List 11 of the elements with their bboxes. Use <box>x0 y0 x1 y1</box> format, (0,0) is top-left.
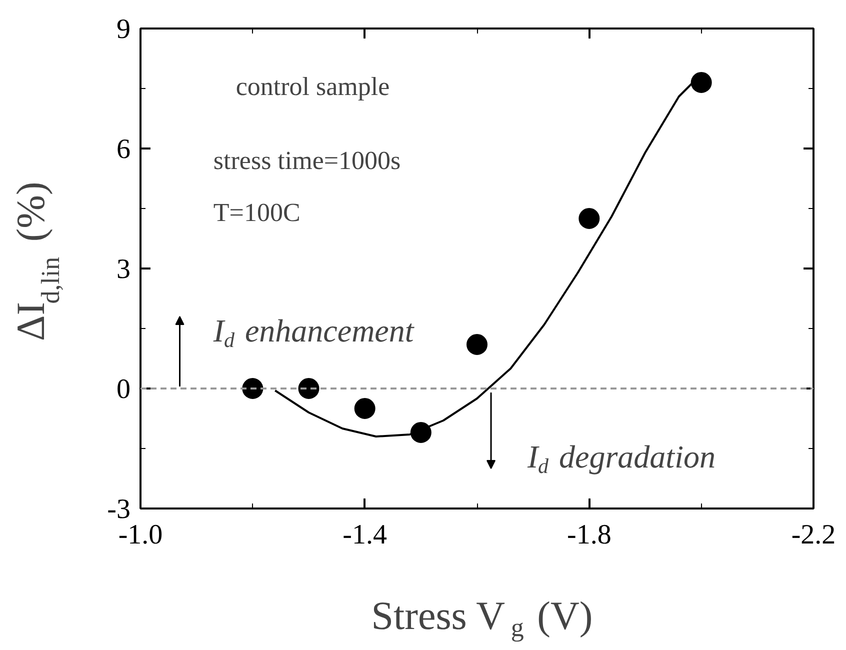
annotation: T=100C <box>213 198 300 227</box>
annotation: control sample <box>236 72 390 101</box>
x-tick-label: -1.8 <box>567 520 612 550</box>
x-tick-label: -1.4 <box>342 520 387 550</box>
y-tick-label: 3 <box>116 254 130 285</box>
annotation: stress time=1000s <box>213 146 401 175</box>
x-tick-label: -2.2 <box>791 520 836 550</box>
y-tick-label: 6 <box>116 134 130 165</box>
y-tick-label: 0 <box>116 374 130 405</box>
y-axis-title: ΔId,lin (%) <box>8 182 65 341</box>
y-tick-label: 9 <box>116 14 130 45</box>
